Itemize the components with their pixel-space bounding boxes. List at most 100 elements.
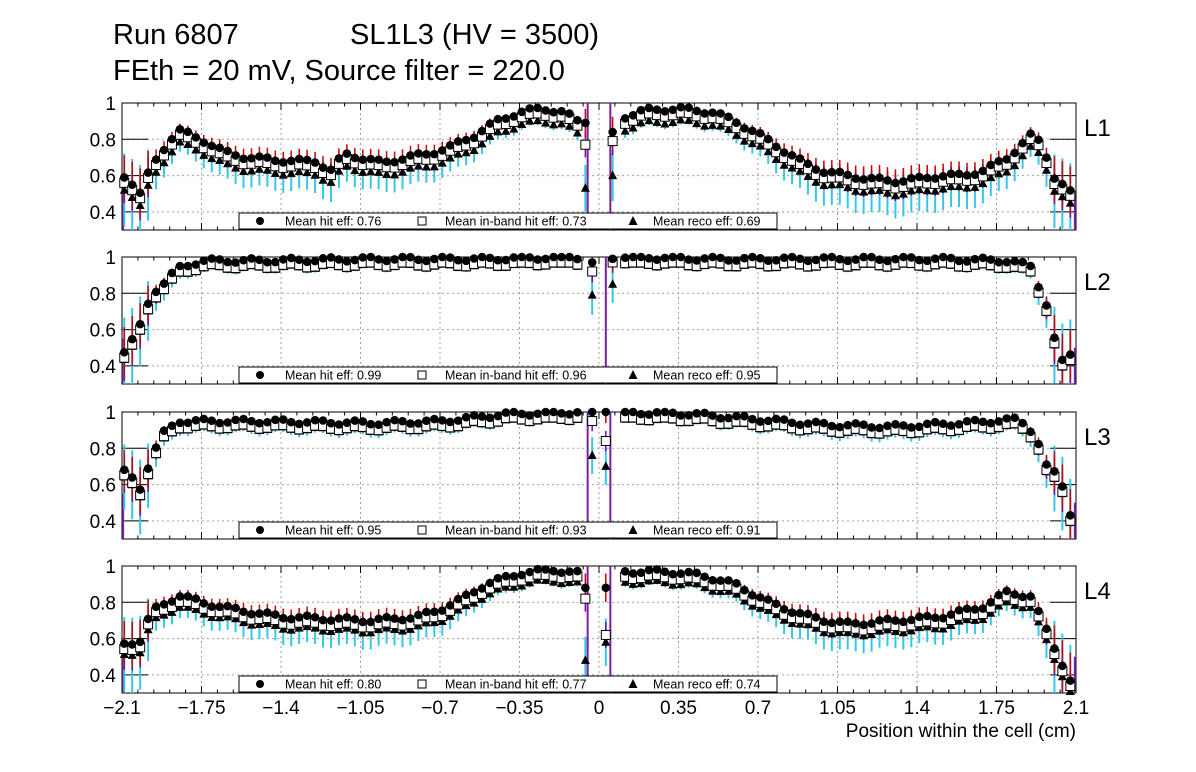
hit-eff-marker (159, 426, 169, 435)
y-tick-label: 0.4 (90, 357, 117, 378)
hit-eff-marker (366, 154, 376, 164)
hit-eff-marker (660, 407, 670, 417)
hit-eff-marker (342, 612, 352, 622)
reco-eff-marker (421, 162, 431, 171)
hit-eff-marker (445, 601, 455, 610)
hit-eff-marker (930, 613, 940, 623)
hit-eff-marker (310, 612, 320, 622)
reco-eff-marker (708, 120, 718, 129)
reco-eff-marker (954, 181, 964, 191)
hit-eff-marker (549, 566, 558, 576)
hit-eff-marker (573, 566, 582, 576)
hit-eff-marker (771, 142, 781, 152)
reco-eff-marker (946, 181, 956, 190)
hit-eff-marker (724, 256, 733, 265)
hit-eff-marker (135, 319, 145, 329)
hit-eff-marker (978, 604, 988, 613)
hit-eff-marker (390, 415, 399, 425)
reco-eff-marker (262, 165, 272, 174)
hit-eff-marker (986, 160, 996, 170)
hit-eff-marker (318, 615, 328, 625)
x-tick-label: −1.4 (262, 698, 300, 719)
reco-eff-marker (1034, 147, 1044, 156)
hit-eff-marker (143, 614, 153, 624)
hit-eff-marker (342, 418, 352, 427)
hit-eff-marker (922, 419, 932, 429)
hit-eff-marker (1050, 174, 1059, 183)
hit-eff-marker (875, 173, 884, 183)
hit-eff-marker (962, 171, 972, 180)
hit-eff-marker (191, 260, 201, 269)
reco-eff-marker (445, 152, 455, 162)
hit-eff-marker (541, 254, 550, 264)
hit-eff-marker (461, 135, 471, 145)
reco-eff-marker (601, 461, 611, 470)
hit-eff-marker (135, 637, 145, 647)
hit-eff-marker (994, 417, 1004, 426)
hit-eff-marker (636, 568, 646, 577)
hit-eff-marker (247, 153, 256, 163)
reco-eff-marker (843, 182, 853, 192)
hit-eff-marker (922, 173, 932, 183)
hit-eff-marker (493, 255, 503, 265)
hit-eff-marker (215, 418, 224, 428)
reco-eff-marker (533, 115, 543, 125)
hit-eff-marker (891, 254, 900, 264)
hit-eff-marker (271, 257, 280, 267)
hit-eff-marker (525, 253, 535, 262)
hit-eff-marker (835, 254, 845, 264)
hit-eff-marker (914, 172, 924, 182)
hit-eff-marker (350, 416, 360, 425)
hit-eff-marker (755, 417, 765, 426)
hit-eff-marker (843, 170, 853, 180)
reco-eff-marker (405, 163, 415, 172)
reco-eff-marker (1057, 191, 1067, 201)
reco-eff-marker (755, 140, 765, 150)
hit-eff-marker (549, 107, 558, 117)
hit-eff-marker (644, 410, 654, 419)
reco-eff-marker (587, 290, 597, 299)
hit-eff-marker (541, 106, 550, 115)
hit-eff-marker (907, 615, 916, 625)
hit-eff-marker (406, 614, 415, 623)
reco-eff-marker (175, 137, 185, 146)
inband-eff-marker (580, 139, 591, 150)
hit-eff-marker (843, 617, 853, 627)
legend-inband-marker (417, 525, 427, 535)
reco-eff-marker (739, 136, 749, 145)
x-tick-label: 1.75 (978, 698, 1015, 719)
hit-eff-marker (660, 253, 670, 263)
hit-eff-marker (350, 255, 360, 265)
hit-eff-marker (175, 261, 185, 271)
hit-eff-marker (795, 154, 805, 163)
hit-eff-marker (469, 411, 479, 420)
reco-eff-marker (652, 117, 662, 126)
x-axis-title: Position within the cell (cm) (846, 721, 1076, 742)
hit-eff-marker (541, 407, 550, 417)
hit-eff-marker (398, 416, 407, 426)
legend: Mean hit eff: 0.76 Mean in-band hit eff: … (238, 212, 778, 230)
reco-eff-marker (827, 179, 837, 189)
hit-eff-marker (843, 420, 853, 430)
hit-eff-marker (851, 174, 860, 183)
reco-eff-marker (914, 184, 924, 194)
y-tick-label: 1 (105, 94, 116, 115)
hit-eff-marker (970, 605, 980, 614)
hit-eff-marker (151, 287, 161, 297)
reco-eff-marker (477, 138, 487, 148)
hit-eff-marker (851, 419, 860, 428)
hit-eff-marker (286, 417, 296, 427)
hit-eff-marker (1050, 644, 1059, 653)
hit-eff-marker (414, 419, 423, 428)
hit-eff-marker (1042, 624, 1051, 634)
reco-eff-marker (676, 114, 686, 124)
x-tick-label: −1.75 (177, 698, 225, 719)
reco-eff-marker (906, 185, 916, 195)
hit-eff-marker (533, 409, 542, 419)
hit-eff-marker (875, 423, 884, 433)
hit-eff-marker (437, 416, 447, 425)
hit-eff-marker (795, 254, 805, 264)
x-tick-label: 2.1 (1063, 698, 1089, 719)
hit-eff-marker (684, 255, 694, 264)
